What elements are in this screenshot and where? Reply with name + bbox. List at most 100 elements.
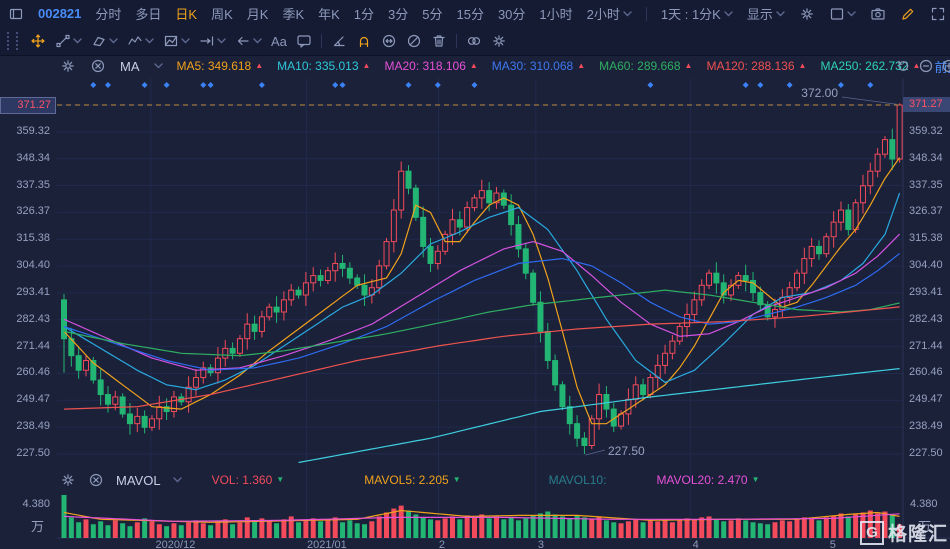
price-tick: 293.41 xyxy=(909,285,943,298)
indicator-label: MA250: 262.732 xyxy=(820,59,909,73)
camera-icon[interactable] xyxy=(870,6,886,22)
event-markers-layer[interactable] xyxy=(90,82,874,88)
angle-icon-tool[interactable] xyxy=(331,33,347,49)
minus-circle-icon[interactable] xyxy=(918,58,934,74)
indicator-value: MA30: 310.068 ▲ xyxy=(492,59,585,73)
chevron-down-icon xyxy=(623,10,632,17)
volume-scale-right: 4.380 xyxy=(910,498,938,510)
chevron-down-icon xyxy=(724,10,733,17)
circles-icon-tool[interactable] xyxy=(466,33,482,49)
pattern-icon[interactable] xyxy=(163,33,179,49)
measure-icon-tool[interactable] xyxy=(199,33,226,49)
pencil-icon[interactable] xyxy=(900,6,916,22)
layout-icon[interactable] xyxy=(829,6,845,22)
fullscreen-icon[interactable] xyxy=(930,6,946,22)
price-tick: 238.49 xyxy=(909,420,943,433)
period-tab-1小时[interactable]: 1小时 xyxy=(539,4,572,23)
period-tab-15分[interactable]: 15分 xyxy=(456,4,483,23)
period-label: 15分 xyxy=(456,7,484,22)
move-icon-tool[interactable] xyxy=(30,33,46,49)
indicator-value: MAVOL20: 2.470 ▼ xyxy=(656,473,759,487)
settings-icon[interactable] xyxy=(799,6,815,22)
close-circle-icon[interactable] xyxy=(88,472,104,488)
shapes-icon[interactable] xyxy=(91,33,107,49)
time-tick: 5 xyxy=(829,539,836,549)
circles-icon[interactable] xyxy=(466,33,482,49)
wave-icon-tool[interactable] xyxy=(127,33,154,49)
price-tick: 315.38 xyxy=(909,232,943,245)
indicator-label: MAVOL10: xyxy=(548,473,607,487)
period-tab-3分[interactable]: 3分 xyxy=(388,4,408,23)
period-label: 月K xyxy=(246,7,269,22)
settings2-icon[interactable] xyxy=(491,33,507,49)
volume-ma-lines-layer xyxy=(63,509,900,523)
pattern-icon-tool[interactable] xyxy=(163,33,190,49)
trendline-icon-tool[interactable] xyxy=(55,33,82,49)
angle-icon[interactable] xyxy=(331,33,347,49)
event-diamond-icon xyxy=(647,82,654,88)
current-price-left: 371.27 xyxy=(0,97,56,114)
multi-period-selector[interactable]: 1天 : 1分K xyxy=(661,4,733,23)
trend-down-icon: ▼ xyxy=(751,475,760,484)
settings2-icon-tool[interactable] xyxy=(491,33,507,49)
trend-up-icon: ▲ xyxy=(577,61,586,70)
settings-icon[interactable] xyxy=(60,58,76,74)
layout-icon-group xyxy=(829,6,856,22)
settings-icon[interactable] xyxy=(60,472,76,488)
comment-icon-tool[interactable] xyxy=(296,33,312,49)
period-tab-5分[interactable]: 5分 xyxy=(422,4,442,23)
period-tab-分时[interactable]: 分时 xyxy=(95,4,121,23)
ban-icon-tool[interactable] xyxy=(406,33,422,49)
period-tab-多日[interactable]: 多日 xyxy=(135,4,161,23)
plus-circle-icon[interactable] xyxy=(941,58,950,74)
gelonghui-logo-icon: G xyxy=(859,520,884,545)
close-circle-icon[interactable] xyxy=(90,58,106,74)
period-tab-1分[interactable]: 1分 xyxy=(354,4,374,23)
period-label: 分时 xyxy=(95,7,122,22)
magnet-icon[interactable] xyxy=(356,33,372,49)
sync-icon[interactable] xyxy=(381,33,397,49)
chevron-down-icon xyxy=(172,477,182,483)
move-icon[interactable] xyxy=(30,33,46,49)
price-tick: 249.47 xyxy=(16,393,50,406)
trend-up-icon: ▲ xyxy=(912,61,921,70)
window-icon[interactable] xyxy=(8,6,24,22)
event-diamond-icon xyxy=(434,82,441,88)
candles-layer[interactable] xyxy=(61,103,903,455)
text-icon-tool[interactable]: Aa xyxy=(271,34,287,49)
shapes-icon-tool[interactable] xyxy=(91,33,118,49)
period-tab-月K[interactable]: 月K xyxy=(247,4,269,23)
period-tab-季K[interactable]: 季K xyxy=(282,4,304,23)
sync-icon-tool[interactable] xyxy=(381,33,397,49)
indicator-label: MA60: 289.668 xyxy=(599,59,681,73)
period-tab-2小时[interactable]: 2小时 xyxy=(587,4,632,23)
arrow-icon[interactable] xyxy=(235,33,251,49)
period-label: 30分 xyxy=(497,7,526,22)
comment-icon[interactable] xyxy=(296,33,312,49)
trash-icon[interactable] xyxy=(431,33,447,49)
time-tick: 4 xyxy=(692,539,699,549)
undo-icon[interactable] xyxy=(895,58,911,74)
trendline-icon[interactable] xyxy=(55,33,71,49)
measure-icon[interactable] xyxy=(199,33,215,49)
period-tab-日K[interactable]: 日K xyxy=(175,4,197,23)
period-tab-30分[interactable]: 30分 xyxy=(498,4,525,23)
drag-handle-icon[interactable] xyxy=(7,32,18,50)
event-diamond-icon xyxy=(141,82,148,88)
period-tab-年K[interactable]: 年K xyxy=(318,4,340,23)
display-menu[interactable]: 显示 xyxy=(747,4,785,23)
magnet-icon-tool[interactable] xyxy=(356,33,372,49)
volume-unit-left: 万 xyxy=(30,519,44,534)
wave-icon[interactable] xyxy=(127,33,143,49)
period-tab-周K[interactable]: 周K xyxy=(211,4,233,23)
event-diamond-icon xyxy=(207,82,214,88)
trash-icon-tool[interactable] xyxy=(431,33,447,49)
topbar-action-icons xyxy=(799,6,946,22)
ban-icon[interactable] xyxy=(406,33,422,49)
period-label: 日K xyxy=(175,7,198,22)
symbol-code[interactable]: 002821 xyxy=(38,6,82,21)
indicator-title: MAVOL xyxy=(116,472,161,488)
chevron-down-icon xyxy=(73,38,82,44)
arrow-icon-tool[interactable] xyxy=(235,33,262,49)
